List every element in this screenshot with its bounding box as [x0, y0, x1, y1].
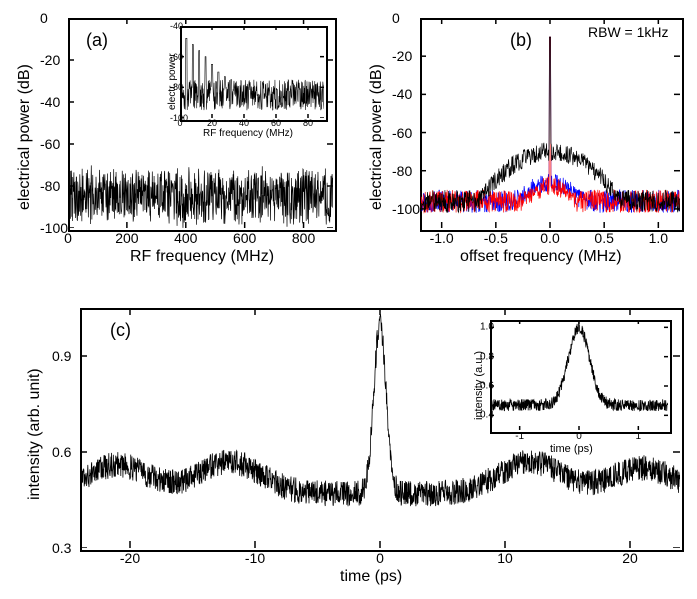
panel-c-ylabel: intensity (arb. unit): [26, 368, 44, 500]
panel-b: [420, 18, 684, 232]
panel-a-ylabel: electrical power (dB): [16, 64, 34, 210]
panel-b-letter: (b): [510, 30, 532, 51]
panel-a-xlabel: RF frequency (MHz): [130, 248, 274, 266]
panel-b-ylabel: electrical power (dB): [368, 64, 386, 210]
panel-c-inset-xlabel: time (ps): [550, 443, 593, 455]
panel-a-inset: [180, 26, 328, 122]
panel-c-inset: [490, 320, 672, 434]
panel-b-rbw: RBW = 1kHz: [588, 24, 669, 40]
panel-c-xlabel: time (ps): [340, 568, 402, 586]
panel-a-inset-xlabel: RF frequency (MHz): [203, 128, 293, 139]
panel-b-xlabel: offset frequency (MHz): [460, 248, 622, 266]
panel-a-letter: (a): [86, 30, 108, 51]
panel-c-letter: (c): [110, 320, 131, 341]
